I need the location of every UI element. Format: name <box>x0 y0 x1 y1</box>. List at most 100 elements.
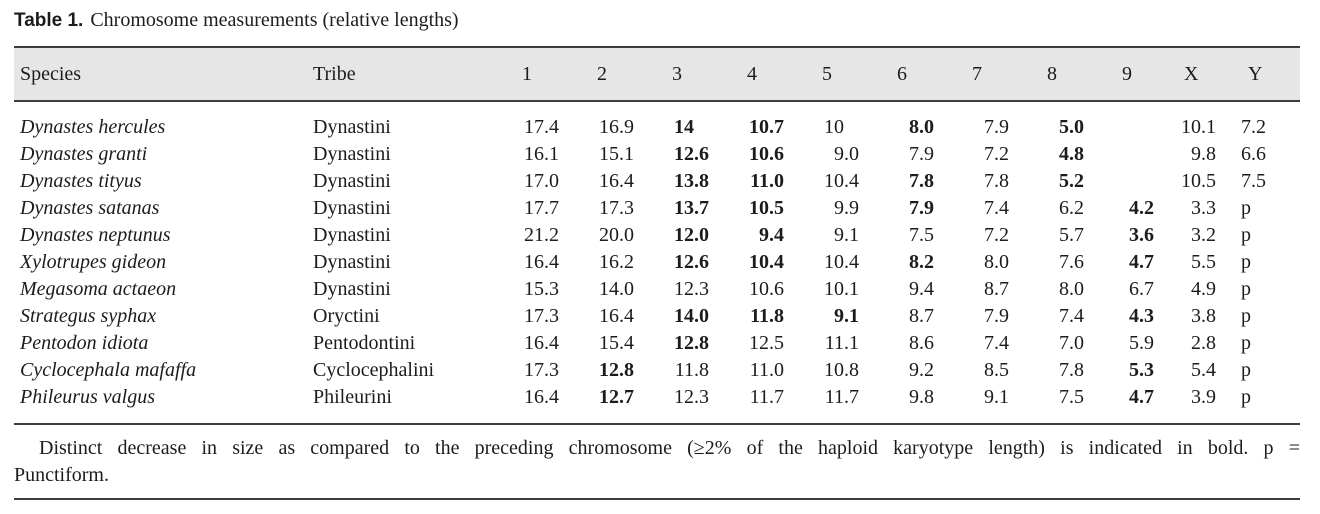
value-cell: 7.6 <box>1059 251 1084 273</box>
value-cell: 5.5 <box>1191 251 1216 273</box>
table-row: Phileurus valgus Phileurini 16.4 12.7 12.3 11… <box>14 384 1300 424</box>
value-cell: 5.4 <box>1191 359 1216 381</box>
value-cell: 7.8 <box>909 170 934 192</box>
value-cell: 7.5 <box>909 224 934 246</box>
header-row: Species Tribe 1 2 3 4 5 6 7 8 9 X Y <box>14 47 1300 102</box>
value-cell: 7.0 <box>1059 332 1084 354</box>
value-cell: 8.2 <box>909 251 934 273</box>
value-cell: 6.2 <box>1059 197 1084 219</box>
table-row: Cyclocephala mafaffa Cyclocephalini 17.3 12… <box>14 357 1300 384</box>
table-row: Dynastes granti Dynastini 16.1 15.1 12.6 10.6… <box>14 141 1300 168</box>
column-header-4: 4 <box>731 47 806 102</box>
value-cell: 15.3 <box>524 278 559 300</box>
value-cell: 3.6 <box>1129 224 1154 246</box>
value-cell: 13.8 <box>674 170 709 192</box>
value-cell: 12.0 <box>674 224 709 246</box>
value-cell: 16.4 <box>524 251 559 273</box>
value-cell: 4.2 <box>1129 197 1154 219</box>
value-cell: 7.4 <box>1059 305 1084 327</box>
value-cell: 10.1 <box>1181 116 1216 138</box>
species-cell: Pentodon idiota <box>20 332 149 354</box>
value-cell: 10.0 <box>824 116 844 138</box>
value-cell: 8.7 <box>909 305 934 327</box>
value-cell: 12.3 <box>674 386 709 408</box>
value-cell: 16.2 <box>599 251 634 273</box>
value-cell: 17.4 <box>524 116 559 138</box>
table-row: Dynastes hercules Dynastini 17.4 16.9 14.0 10… <box>14 101 1300 141</box>
value-cell: 7.8 <box>984 170 1009 192</box>
value-cell: 12.8 <box>674 332 709 354</box>
value-cell: 4.8 <box>1059 143 1084 165</box>
value-cell: 21.2 <box>524 224 559 246</box>
value-cell: 12.5 <box>749 332 784 354</box>
tribe-cell: Dynastini <box>313 278 391 300</box>
value-cell: 7.9 <box>909 143 934 165</box>
value-cell: 5.7 <box>1059 224 1084 246</box>
column-header-7: 7 <box>956 47 1031 102</box>
species-cell: Strategus syphax <box>20 305 157 327</box>
value-cell: 12.7 <box>599 386 634 408</box>
species-cell: Phileurus valgus <box>20 386 155 408</box>
value-cell: 16.4 <box>524 386 559 408</box>
value-cell: 8.0 <box>984 251 1009 273</box>
value-cell: 7.9 <box>909 197 934 219</box>
value-cell: 16.9 <box>599 116 634 138</box>
value-cell: 20.0 <box>599 224 634 246</box>
tribe-cell: Dynastini <box>313 116 391 138</box>
value-cell: 10.5 <box>749 197 784 219</box>
value-cell: 8.0 <box>1059 278 1084 300</box>
value-cell: 15.1 <box>599 143 634 165</box>
value-cell: p.0 <box>1241 332 1251 354</box>
value-cell: 8.0 <box>909 116 934 138</box>
value-cell: 11.0 <box>750 170 784 192</box>
value-cell: 4.7 <box>1129 386 1154 408</box>
value-cell: 17.3 <box>599 197 634 219</box>
value-cell: 7.5 <box>1059 386 1084 408</box>
value-cell: 10.6 <box>749 278 784 300</box>
value-cell: p.0 <box>1241 305 1251 327</box>
column-header-2: 2 <box>581 47 656 102</box>
value-cell: 12.8 <box>599 359 634 381</box>
value-cell: 4.9 <box>1191 278 1216 300</box>
table-body: Dynastes hercules Dynastini 17.4 16.9 14.0 10… <box>14 101 1300 424</box>
value-cell: 10.8 <box>824 359 859 381</box>
value-cell: 8.7 <box>984 278 1009 300</box>
value-cell: 16.4 <box>524 332 559 354</box>
table-row: Strategus syphax Oryctini 17.3 16.4 14.0 11.8… <box>14 303 1300 330</box>
value-cell <box>1106 141 1172 168</box>
species-cell: Cyclocephala mafaffa <box>20 359 197 381</box>
value-cell: 11.1 <box>824 332 859 354</box>
species-cell: Dynastes hercules <box>20 116 166 138</box>
value-cell: 10.1 <box>824 278 859 300</box>
tribe-cell: Dynastini <box>313 224 391 246</box>
value-cell: 7.4 <box>984 197 1009 219</box>
value-cell <box>1106 101 1172 141</box>
value-cell: 15.4 <box>599 332 634 354</box>
table-row: Dynastes tityus Dynastini 17.0 16.4 13.8 11.0… <box>14 168 1300 195</box>
value-cell: 5.9 <box>1129 332 1154 354</box>
value-cell: 9.1 <box>984 386 1009 408</box>
value-cell: p.0 <box>1241 251 1251 273</box>
value-cell: 11.8 <box>750 305 784 327</box>
value-cell: 9.4 <box>909 278 934 300</box>
table-row: Pentodon idiota Pentodontini 16.4 15.4 12.8 1… <box>14 330 1300 357</box>
tribe-cell: Dynastini <box>313 143 391 165</box>
table-caption-text: Chromosome measurements (relative length… <box>90 9 459 31</box>
value-cell: 7.9 <box>984 116 1009 138</box>
value-cell: 14.0 <box>674 305 709 327</box>
value-cell: 4.7 <box>1129 251 1154 273</box>
tribe-cell: Dynastini <box>313 251 391 273</box>
column-header-species: Species <box>14 47 310 102</box>
tribe-cell: Phileurini <box>313 386 392 408</box>
value-cell: 3.2 <box>1191 224 1216 246</box>
chromosome-measurements-table: Species Tribe 1 2 3 4 5 6 7 8 9 X Y Dynastes hercule… <box>14 46 1300 425</box>
value-cell: 5.2 <box>1059 170 1084 192</box>
value-cell: 5.3 <box>1129 359 1154 381</box>
tribe-cell: Dynastini <box>313 170 391 192</box>
table-caption: Table 1. Chromosome measurements (relativ… <box>14 6 1300 35</box>
value-cell: 10.6 <box>749 143 784 165</box>
value-cell: 13.7 <box>674 197 709 219</box>
value-cell: 14.0 <box>599 278 634 300</box>
value-cell: 11.8 <box>674 359 709 381</box>
footnote-line-2: Punctiform. <box>14 464 109 486</box>
